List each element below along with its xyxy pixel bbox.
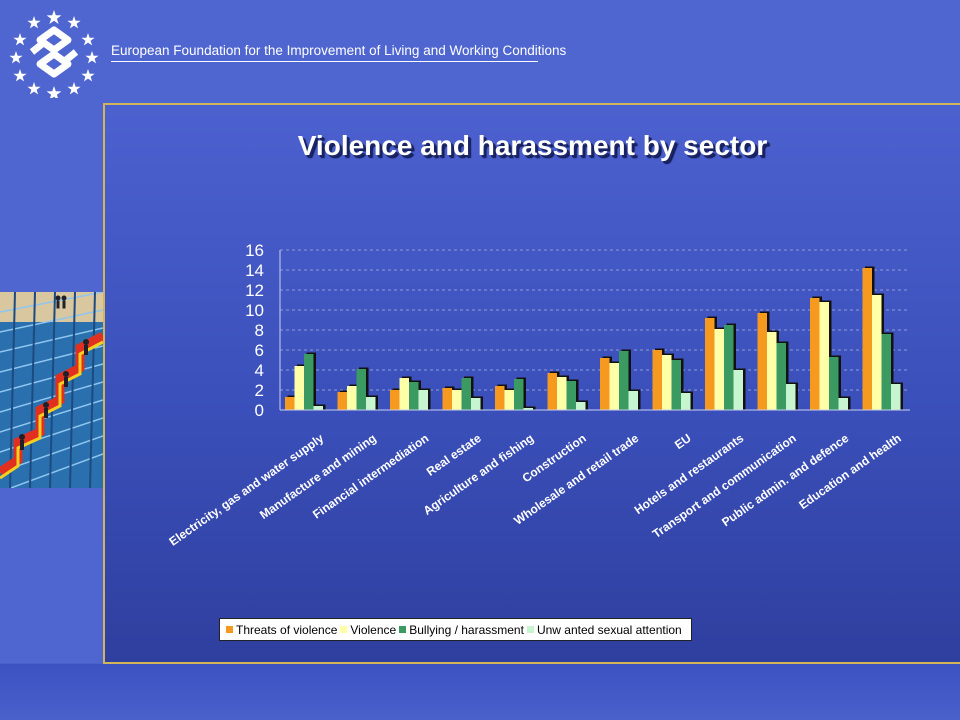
bar-threats — [862, 268, 872, 410]
y-tick-label: 4 — [255, 361, 264, 380]
x-tick-label: EU — [672, 431, 694, 452]
bar-violence — [399, 378, 409, 410]
legend-swatch-threats — [226, 626, 233, 633]
chart-legend: Threats of violence Violence Bullying / … — [219, 618, 692, 641]
bar-bullying — [671, 360, 681, 410]
bar-bullying — [619, 351, 629, 410]
bar-violence — [767, 332, 777, 410]
bar-violence — [819, 302, 829, 410]
bar-bullying — [566, 381, 576, 410]
org-name: European Foundation for the Improvement … — [111, 43, 567, 58]
bar-threats — [442, 388, 452, 410]
bar-sexual-attention — [576, 402, 586, 410]
y-tick-label: 16 — [245, 241, 264, 260]
gold-bottom-rule — [103, 662, 960, 664]
bar-violence — [347, 386, 357, 410]
gold-top-rule — [103, 103, 960, 105]
bar-bullying — [724, 325, 734, 410]
legend-item-bullying: Bullying / harassment — [399, 623, 524, 637]
bar-bullying — [776, 343, 786, 410]
bar-sexual-attention — [366, 397, 376, 410]
legend-label-threats: Threats of violence — [236, 622, 338, 637]
bar-threats — [600, 358, 610, 410]
chart-title: Violence and harassment by sector — [297, 130, 768, 161]
bar-sexual-attention — [891, 384, 901, 410]
bar-bullying — [461, 378, 471, 410]
bar-sexual-attention — [471, 398, 481, 410]
y-tick-label: 2 — [255, 381, 264, 400]
staircase-photo — [0, 292, 103, 488]
bar-threats — [757, 313, 767, 410]
gold-vertical-rule — [103, 103, 105, 663]
bar-violence — [557, 377, 567, 410]
chart-gridlines — [280, 249, 910, 391]
bar-bullying — [514, 379, 524, 410]
y-tick-label: 0 — [255, 401, 264, 420]
bar-violence — [872, 295, 882, 410]
eurofound-emblem-icon — [29, 26, 79, 78]
legend-swatch-bullying — [399, 626, 407, 633]
bar-violence — [714, 329, 724, 410]
bar-violence — [294, 366, 304, 410]
y-tick-label: 8 — [255, 321, 264, 340]
y-tick-label: 6 — [255, 341, 264, 360]
bar-sexual-attention — [786, 384, 796, 410]
bar-violence — [504, 390, 514, 410]
bar-threats — [495, 386, 505, 410]
footer-bar — [0, 664, 960, 720]
legend-swatch-violence — [340, 626, 348, 633]
bar-sexual-attention — [838, 398, 848, 410]
legend-item-violence: Violence — [340, 623, 396, 637]
bar-sexual-attention — [523, 408, 533, 410]
bar-threats — [285, 397, 295, 410]
y-tick-label: 10 — [245, 301, 264, 320]
eu-stars-icon — [9, 10, 99, 98]
bar-threats — [390, 390, 400, 410]
bar-violence — [609, 363, 619, 410]
legend-label-bullying: Bullying / harassment — [409, 622, 524, 637]
bar-sexual-attention — [628, 391, 638, 410]
eurofound-logo — [9, 10, 99, 98]
y-tick-label: 14 — [245, 261, 264, 280]
bar-threats — [337, 392, 347, 410]
bar-bullying — [304, 354, 314, 410]
bar-threats — [705, 318, 715, 410]
bar-bullying — [881, 334, 891, 410]
legend-label-violence: Violence — [350, 622, 397, 637]
bar-bullying — [409, 382, 419, 410]
legend-item-sexual-attention: Unw anted sexual attention — [526, 622, 682, 637]
bar-violence — [662, 355, 672, 410]
org-name-underline — [111, 61, 538, 62]
bar-sexual-attention — [681, 393, 691, 410]
bar-threats — [652, 350, 662, 410]
bar-bullying — [829, 357, 839, 410]
chart-bars — [285, 266, 903, 410]
legend-item-threats: Threats of violence — [226, 623, 337, 637]
bar-bullying — [356, 369, 366, 410]
bar-sexual-attention — [418, 390, 428, 410]
bar-threats — [810, 298, 820, 410]
bar-violence — [452, 390, 462, 410]
bar-threats — [547, 373, 557, 410]
legend-swatch-sexual-attention — [526, 626, 534, 633]
header-bar: European Foundation for the Improvement … — [0, 0, 960, 103]
bar-sexual-attention — [733, 370, 743, 410]
legend-label-sexual-attention: Unw anted sexual attention — [536, 622, 682, 637]
y-tick-label: 12 — [245, 281, 264, 300]
bar-sexual-attention — [313, 406, 323, 410]
